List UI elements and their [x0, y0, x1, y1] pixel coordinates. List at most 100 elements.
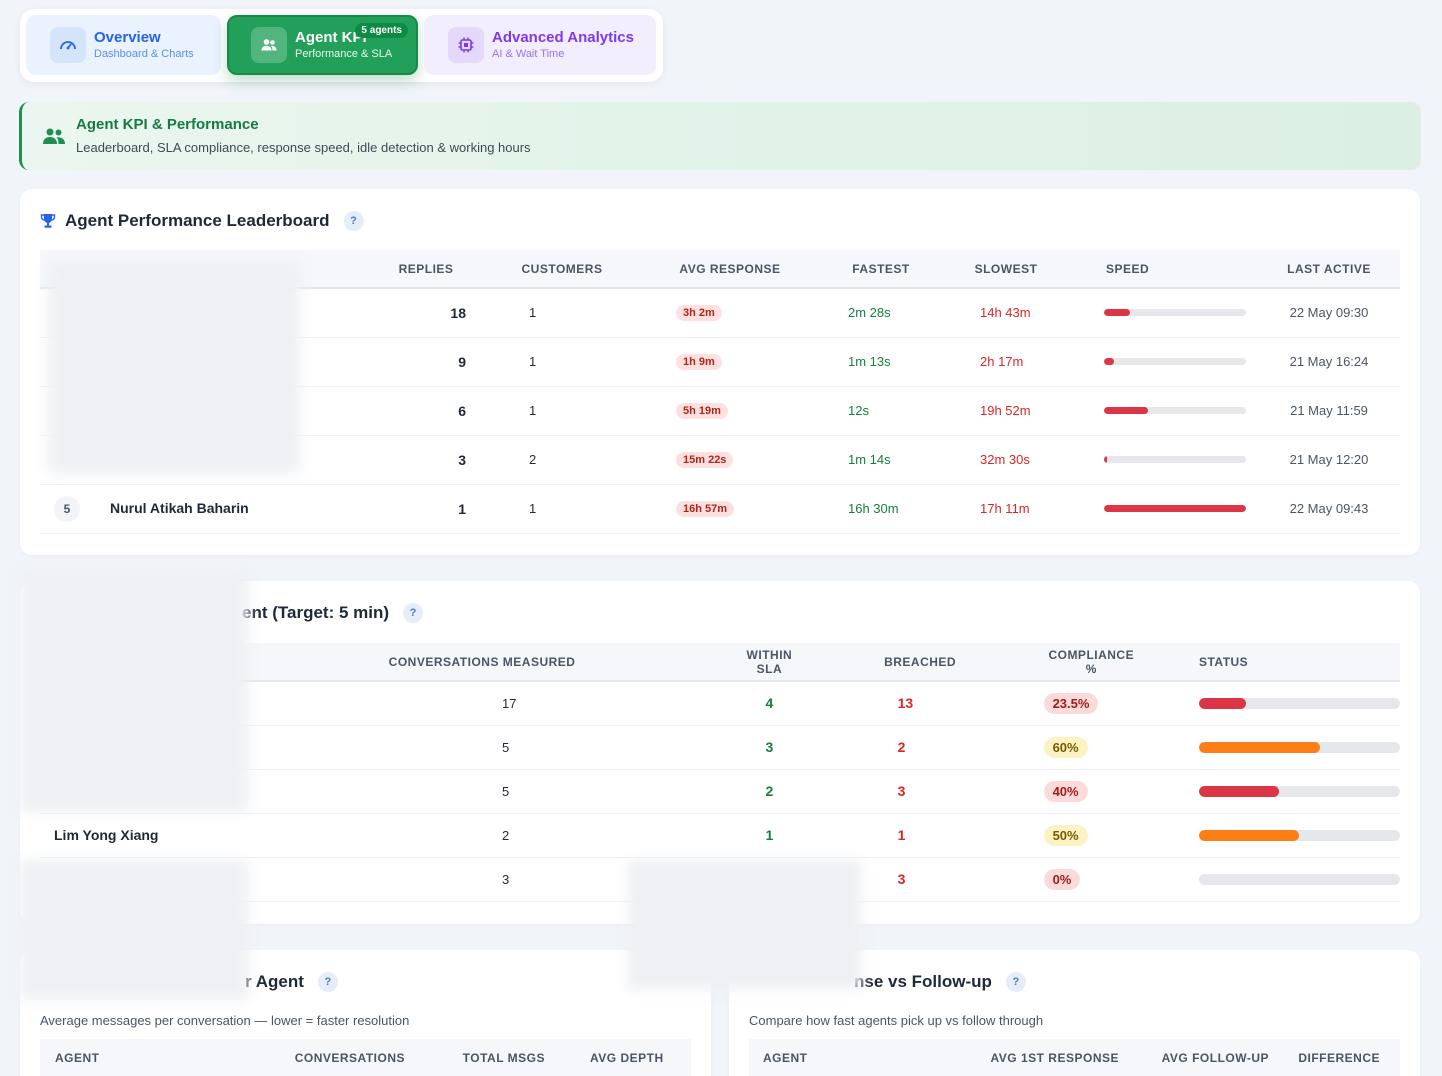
status-bar-fill [1198, 829, 1300, 841]
col-follow-up: AVG FOLLOW-UP [1119, 1039, 1269, 1076]
speed-bar-fill [1104, 358, 1114, 365]
measured-cell: 5 [222, 725, 743, 770]
fastest-cell: 12s [848, 386, 914, 436]
tab-bar: Overview Dashboard & Charts Agent KPI Pe… [20, 9, 663, 82]
tab-agent-title: Agent KPI [295, 28, 367, 46]
tab-overview-subtitle: Dashboard & Charts [94, 47, 194, 60]
avg-response-pill: 5h 19m [676, 403, 728, 419]
compliance-cell: 0% [1043, 857, 1139, 902]
customers-cell: 1 [512, 288, 612, 338]
fastest-cell: 16h 30m [848, 484, 914, 534]
customers-cell: 1 [512, 386, 612, 436]
sla-row: 5 2 3 40% [40, 769, 1400, 814]
leaderboard-help-button[interactable]: ? [343, 211, 364, 231]
col-avg-depth: AVG DEPTH [545, 1039, 691, 1076]
speed-bar [1104, 309, 1246, 317]
tab-overview[interactable]: Overview Dashboard & Charts [26, 15, 221, 75]
speed-bar [1104, 505, 1246, 512]
compliance-pill: 50% [1043, 824, 1088, 846]
breached-cell: 2 [796, 725, 1044, 770]
trophy-icon [39, 212, 57, 230]
avg-response-cell: 15m 22s [612, 435, 848, 485]
redacted-region [20, 860, 248, 1000]
col-total-msgs: TOTAL MSGS [405, 1039, 545, 1076]
tab-advanced-analytics[interactable]: Advanced Analytics AI & Wait Time [424, 15, 656, 75]
sla-header: ent (Target: 5 min) ? [242, 603, 424, 623]
last-active-cell: 21 May 16:24 [1258, 337, 1400, 387]
users-icon [251, 27, 287, 63]
col-avg-response: AVG RESPONSE [612, 250, 848, 289]
replies-cell: 6 [340, 386, 512, 436]
col-within-sla: WITHIN SLA [742, 643, 797, 682]
col-measured: CONVERSATIONS MEASURED [222, 643, 743, 682]
followup-help-button[interactable]: ? [1005, 972, 1026, 992]
depth-help-button[interactable]: ? [317, 972, 338, 992]
compliance-cell: 60% [1043, 725, 1139, 770]
status-cell [1138, 681, 1400, 726]
compliance-pill: 23.5% [1043, 692, 1099, 714]
customers-cell: 2 [512, 435, 612, 485]
rank-badge: 5 [54, 495, 80, 522]
tab-agent-subtitle: Performance & SLA [295, 47, 393, 60]
followup-subtitle: Compare how fast agents pick up vs follo… [749, 1013, 1044, 1028]
compliance-cell: 50% [1043, 813, 1139, 858]
customers-cell: 1 [512, 484, 612, 534]
within-sla-cell: 2 [742, 769, 797, 814]
measured-cell: 17 [222, 681, 743, 726]
chip-icon [448, 27, 484, 63]
col-last-active: LAST ACTIVE [1258, 250, 1400, 289]
leaderboard-card: Agent Performance Leaderboard ? REPLIES … [20, 189, 1420, 555]
slowest-cell: 32m 30s [914, 435, 1098, 485]
measured-cell: 5 [222, 769, 743, 814]
followup-header-row: AGENT AVG 1ST RESPONSE AVG FOLLOW-UP DIF… [749, 1039, 1400, 1076]
status-bar [1198, 873, 1400, 885]
status-bar [1198, 829, 1400, 841]
agent-name: Nurul Atikah Baharin [110, 499, 249, 516]
avg-response-pill: 1h 9m [676, 354, 722, 370]
tab-agent-kpi[interactable]: Agent KPI Performance & SLA 5 agents [227, 15, 418, 75]
tab-analytics-subtitle: AI & Wait Time [492, 47, 565, 60]
compliance-cell: 23.5% [1043, 681, 1139, 726]
slowest-cell: 19h 52m [914, 386, 1098, 436]
avg-response-cell: 16h 57m [612, 484, 848, 534]
speed-bar-fill [1104, 456, 1107, 463]
status-bar [1198, 785, 1400, 797]
gauge-icon [50, 27, 86, 63]
last-active-cell: 22 May 09:30 [1258, 288, 1400, 338]
depth-header: r Agent ? [245, 972, 338, 992]
within-sla-cell: 4 [742, 681, 797, 726]
replies-cell: 3 [340, 435, 512, 485]
replies-cell: 9 [340, 337, 512, 387]
speed-cell [1098, 337, 1258, 387]
speed-bar-fill [1104, 309, 1130, 317]
compliance-pill: 0% [1043, 868, 1081, 890]
col-customers: CUSTOMERS [512, 250, 612, 289]
within-sla-cell: 3 [742, 725, 797, 770]
col-agent: AGENT [749, 1039, 969, 1076]
measured-cell: 2 [222, 813, 743, 858]
col-slowest: SLOWEST [914, 250, 1098, 289]
status-bar-fill [1198, 697, 1247, 709]
speed-bar-fill [1104, 407, 1149, 414]
depth-table: AGENT CONVERSATIONS TOTAL MSGS AVG DEPTH [40, 1039, 691, 1076]
followup-card: nse vs Follow-up ? Compare how fast agen… [729, 950, 1420, 1076]
status-cell [1138, 857, 1400, 902]
sla-help-button[interactable]: ? [403, 603, 424, 623]
avg-response-cell: 5h 19m [612, 386, 848, 436]
speed-bar [1104, 358, 1246, 365]
banner-title: Agent KPI & Performance [76, 116, 259, 133]
status-bar [1198, 741, 1400, 753]
col-status: STATUS [1138, 643, 1400, 682]
sla-row: Lim Yong Xiang 2 1 1 50% [40, 813, 1400, 858]
within-sla-cell: 1 [742, 813, 797, 858]
avg-response-pill: 3h 2m [676, 305, 722, 322]
speed-cell [1098, 288, 1258, 338]
speed-cell [1098, 386, 1258, 436]
status-bar-fill [1198, 741, 1320, 753]
leaderboard-title: Agent Performance Leaderboard [65, 211, 330, 230]
col-breached: BREACHED [796, 643, 1044, 682]
slowest-cell: 2h 17m [914, 337, 1098, 387]
breached-cell: 1 [796, 813, 1044, 858]
status-cell [1138, 769, 1400, 814]
agent-count-badge: 5 agents [355, 23, 408, 38]
